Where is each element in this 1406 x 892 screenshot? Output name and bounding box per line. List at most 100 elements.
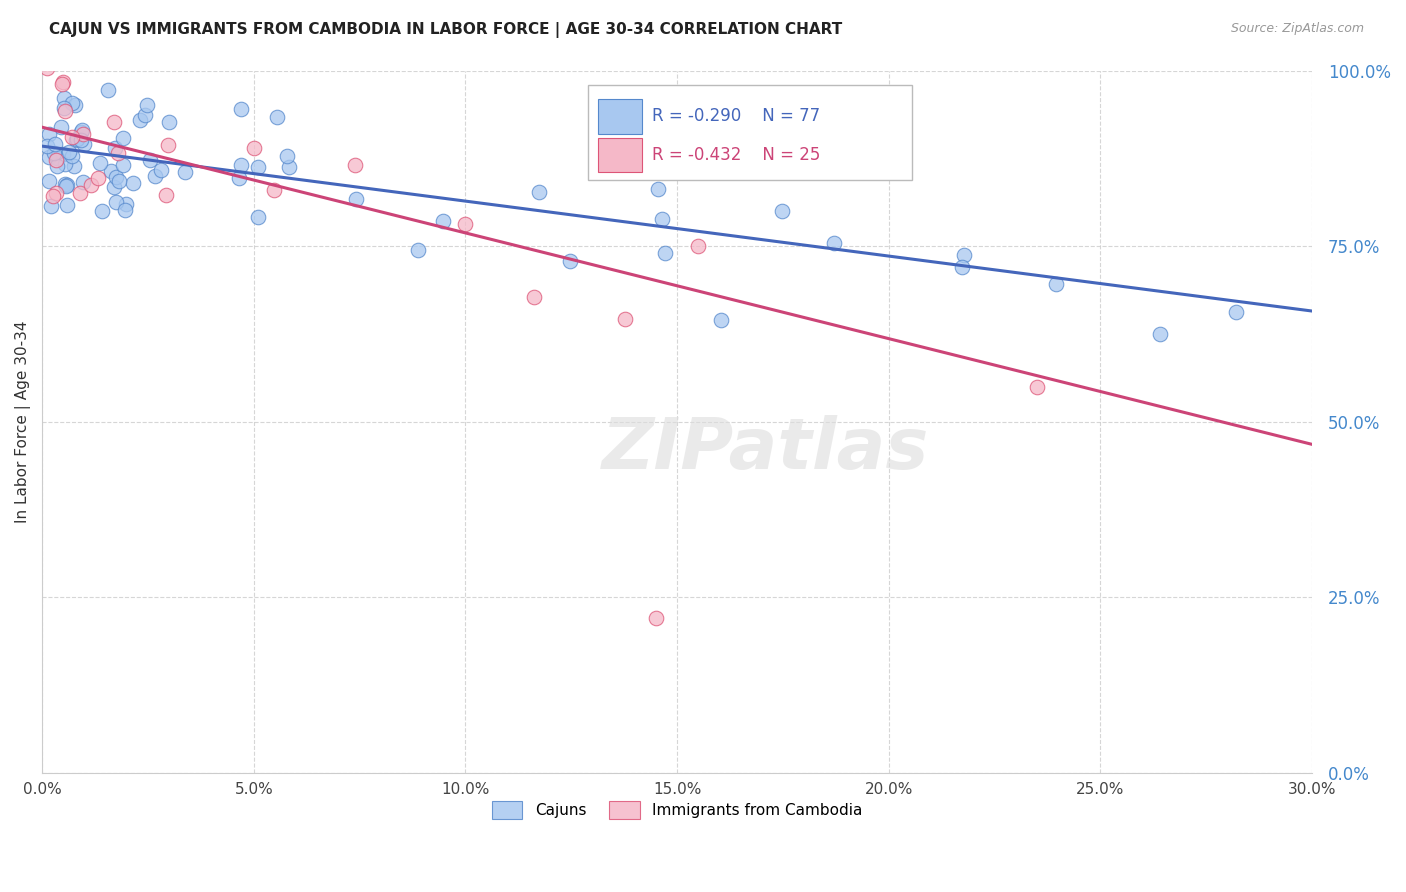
Point	[45, 153, 67, 167]
Text: ZIPatlas: ZIPatlas	[602, 416, 929, 484]
Point	[35, 61, 58, 75]
Point	[53, 104, 76, 119]
Point	[150, 162, 173, 177]
Point	[97, 83, 120, 97]
Point	[111, 130, 134, 145]
Point	[108, 174, 131, 188]
Point	[276, 149, 298, 163]
Point	[52, 75, 75, 89]
Point	[52, 91, 75, 105]
Point	[65, 133, 87, 147]
Text: Source: ZipAtlas.com: Source: ZipAtlas.com	[1230, 22, 1364, 36]
Point	[246, 160, 269, 174]
Point	[432, 214, 454, 228]
Point	[825, 165, 848, 179]
Point	[104, 141, 127, 155]
Point	[63, 98, 86, 112]
Point	[80, 178, 103, 193]
FancyBboxPatch shape	[588, 85, 912, 180]
Point	[38, 150, 60, 164]
Point	[45, 186, 67, 200]
Point	[107, 146, 129, 161]
Point	[231, 158, 253, 172]
Point	[278, 161, 301, 175]
Point	[654, 246, 676, 260]
Y-axis label: In Labor Force | Age 30-34: In Labor Force | Age 30-34	[15, 320, 31, 523]
Point	[263, 182, 285, 196]
Point	[115, 197, 138, 211]
Point	[90, 204, 112, 219]
Point	[823, 235, 845, 250]
Point	[72, 175, 94, 189]
Point	[173, 165, 195, 179]
Point	[72, 127, 94, 141]
Point	[129, 113, 152, 128]
Point	[710, 313, 733, 327]
Point	[950, 260, 973, 274]
Point	[523, 290, 546, 304]
Point	[453, 217, 475, 231]
Point	[46, 159, 69, 173]
Point	[44, 145, 66, 160]
Point	[72, 137, 94, 152]
Point	[69, 186, 91, 201]
Point	[344, 157, 367, 171]
Point	[60, 129, 83, 144]
Point	[60, 149, 83, 163]
Point	[527, 185, 550, 199]
Point	[55, 179, 77, 194]
FancyBboxPatch shape	[599, 137, 641, 172]
Point	[1025, 380, 1047, 394]
Point	[145, 169, 167, 184]
Point	[406, 243, 429, 257]
Point	[157, 115, 180, 129]
Point	[49, 120, 72, 134]
Point	[58, 145, 80, 160]
Point	[613, 311, 636, 326]
Point	[1149, 326, 1171, 341]
Point	[647, 182, 669, 196]
Point	[55, 177, 77, 191]
Point	[155, 188, 177, 202]
Text: CAJUN VS IMMIGRANTS FROM CAMBODIA IN LABOR FORCE | AGE 30-34 CORRELATION CHART: CAJUN VS IMMIGRANTS FROM CAMBODIA IN LAB…	[49, 22, 842, 38]
Point	[66, 132, 89, 146]
Point	[55, 157, 77, 171]
Point	[38, 127, 60, 141]
FancyBboxPatch shape	[599, 99, 641, 134]
Point	[651, 211, 673, 226]
Point	[51, 77, 73, 91]
Point	[41, 199, 63, 213]
Point	[156, 137, 179, 152]
Point	[112, 158, 135, 172]
Point	[100, 163, 122, 178]
Legend: Cajuns, Immigrants from Cambodia: Cajuns, Immigrants from Cambodia	[486, 795, 869, 825]
Point	[228, 170, 250, 185]
Point	[103, 115, 125, 129]
Point	[89, 156, 111, 170]
Point	[45, 151, 67, 165]
Point	[53, 101, 76, 115]
Point	[56, 198, 79, 212]
Point	[688, 239, 710, 253]
Point	[229, 103, 252, 117]
Point	[558, 254, 581, 268]
Point	[266, 110, 288, 124]
Point	[104, 194, 127, 209]
Point	[770, 203, 793, 218]
Point	[1045, 277, 1067, 291]
Point	[645, 611, 668, 625]
Point	[243, 141, 266, 155]
Point	[38, 174, 60, 188]
Point	[246, 211, 269, 225]
Point	[122, 176, 145, 190]
Point	[56, 178, 79, 193]
Point	[136, 98, 159, 112]
Point	[134, 108, 156, 122]
Point	[70, 133, 93, 147]
Point	[52, 146, 75, 161]
Point	[953, 248, 976, 262]
Point	[44, 136, 66, 151]
Text: R = -0.432    N = 25: R = -0.432 N = 25	[651, 145, 820, 163]
Point	[87, 170, 110, 185]
Point	[138, 153, 160, 167]
